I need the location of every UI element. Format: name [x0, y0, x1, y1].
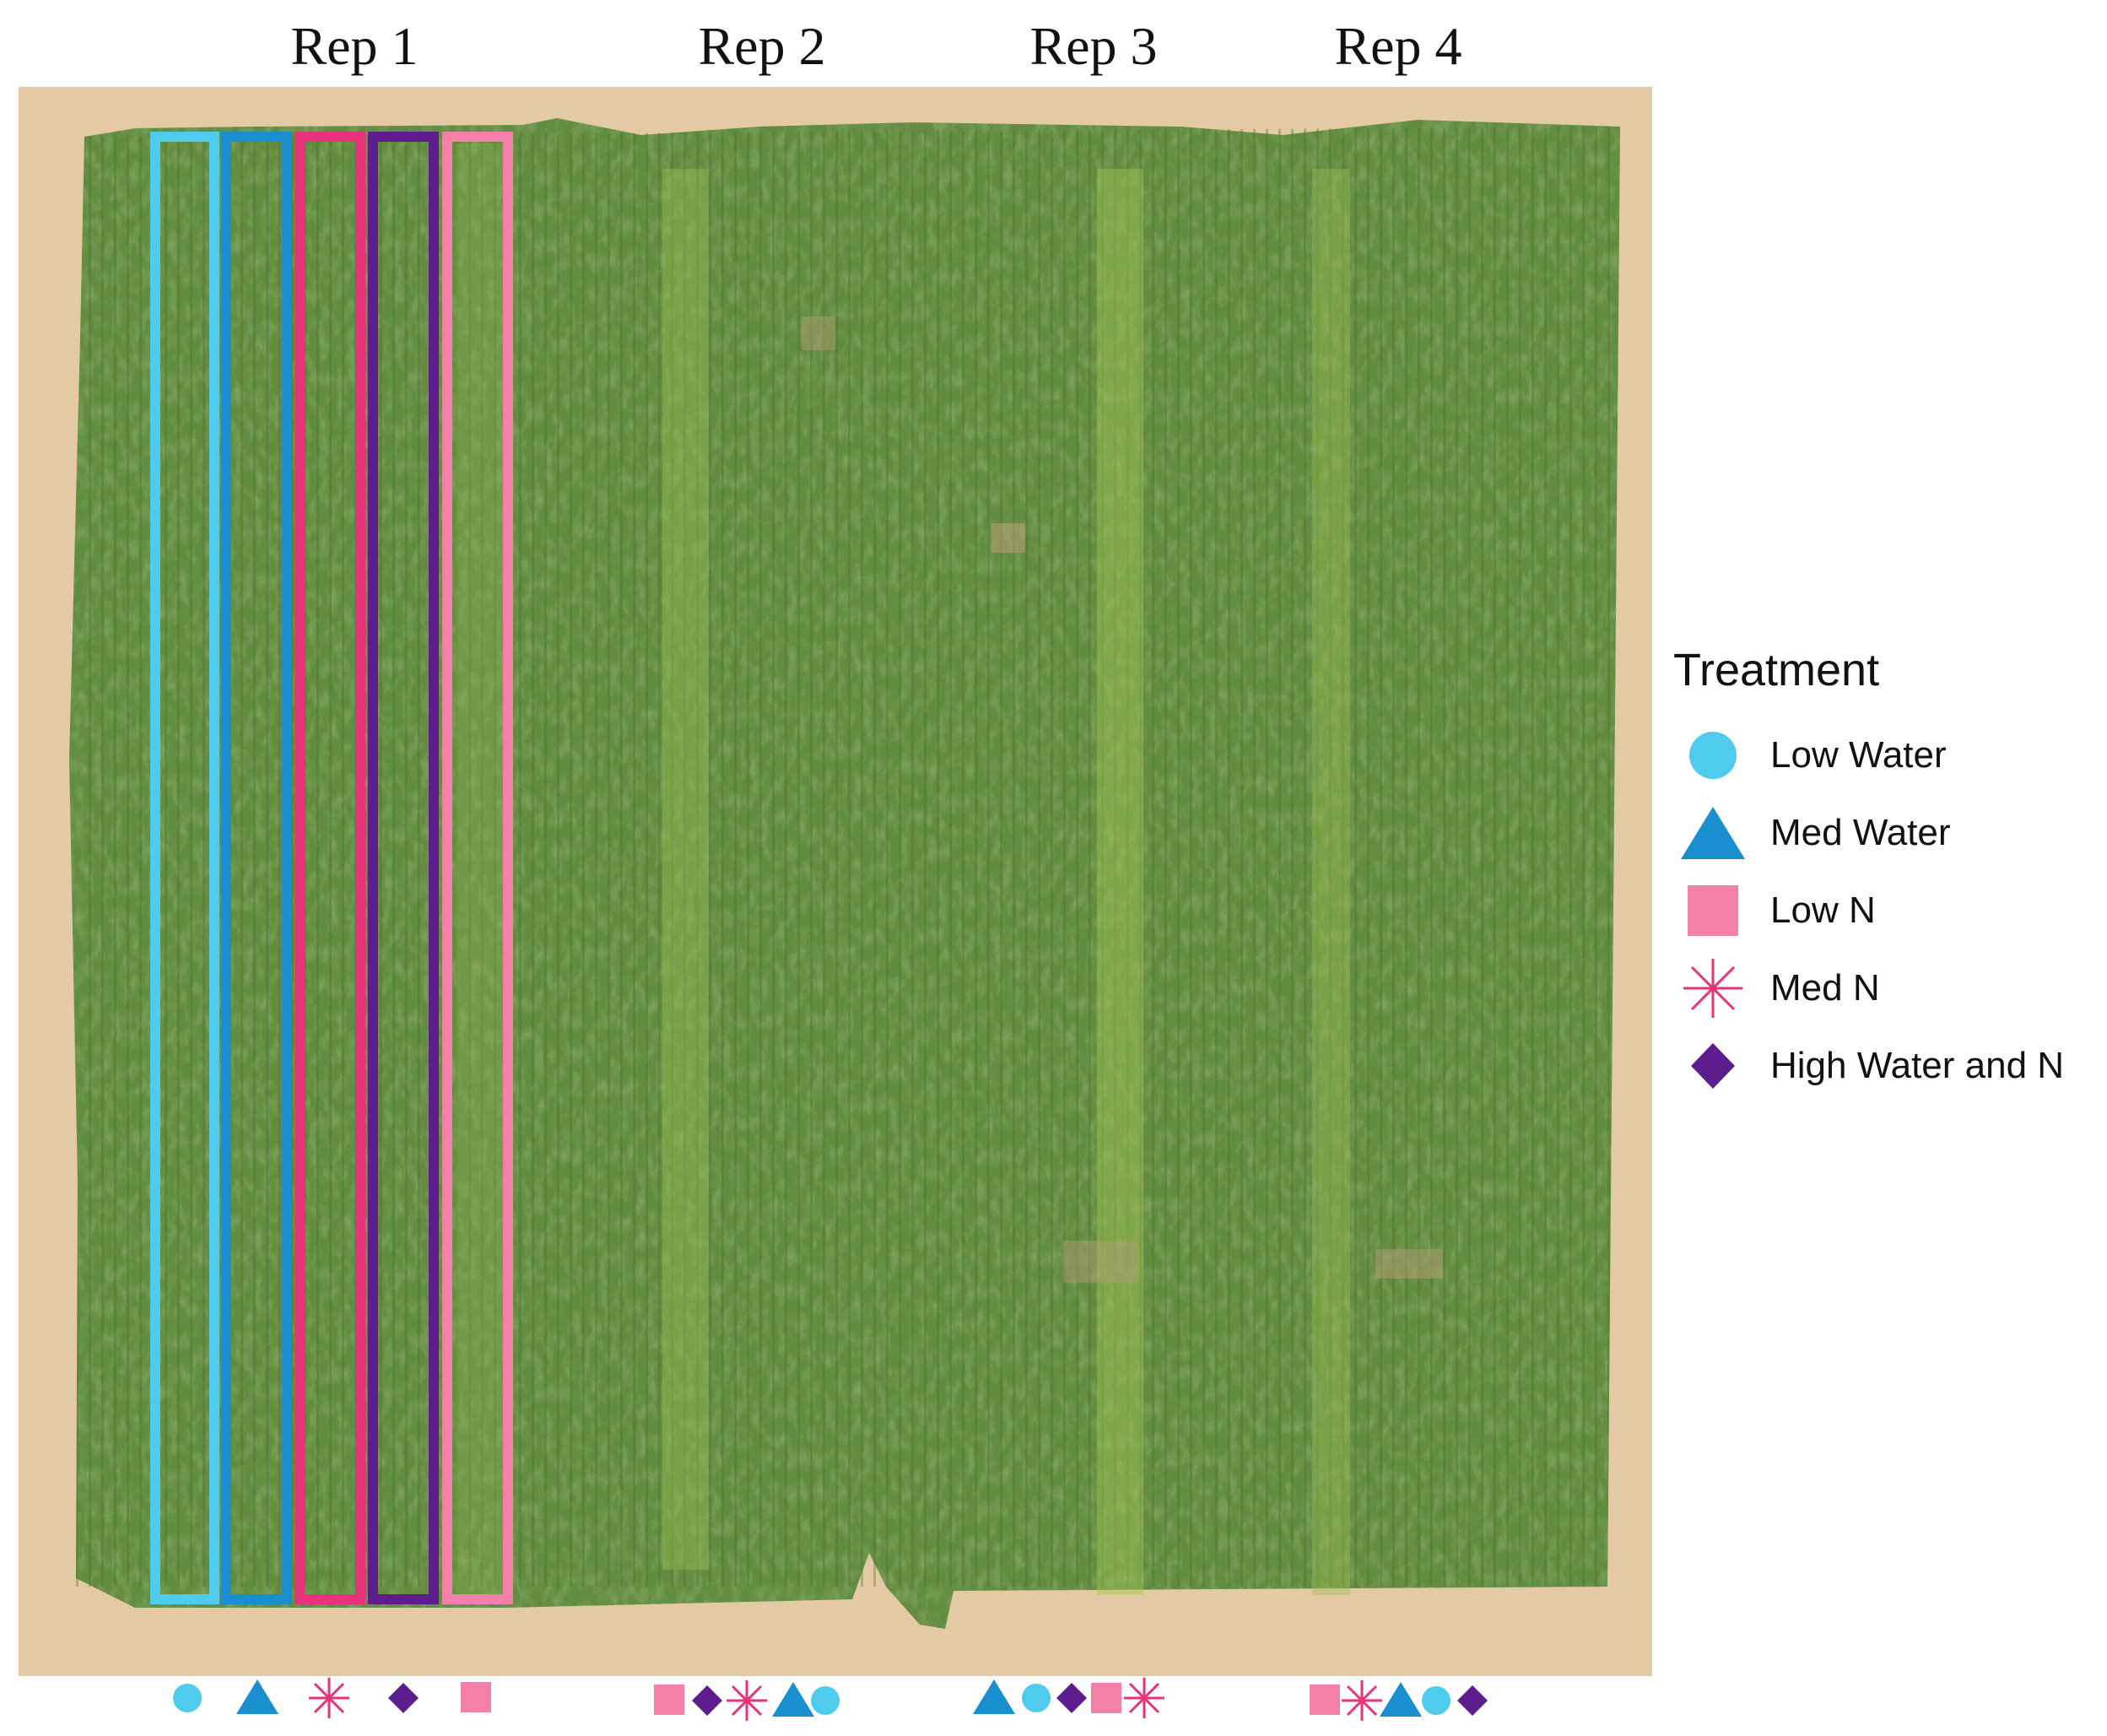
bare-patch — [802, 316, 835, 350]
med-water-marker — [973, 1679, 1015, 1714]
legend-title: Treatment — [1673, 645, 1880, 695]
diamond-icon — [1691, 1043, 1735, 1089]
low-water-marker — [1022, 1684, 1051, 1712]
light-strip — [1097, 169, 1143, 1595]
circle-icon — [1689, 732, 1737, 779]
low-water-marker — [173, 1684, 202, 1712]
high-water-n-marker — [692, 1685, 722, 1716]
rep-2-markers — [654, 1680, 840, 1721]
plot-outline-low-water — [150, 132, 219, 1604]
plot-outline-med-n — [294, 132, 365, 1604]
plot-outline-med-water — [221, 132, 292, 1604]
legend-label: Med Water — [1770, 812, 1951, 853]
rep-2-label: Rep 2 — [698, 16, 826, 76]
med-water-marker — [772, 1682, 814, 1717]
legend-item-med-water: Med Water — [1679, 803, 1951, 863]
low-n-marker — [1310, 1685, 1340, 1715]
plot-outline-high-water-n — [368, 132, 439, 1604]
asterisk-icon — [1683, 959, 1742, 1018]
med-water-marker — [236, 1679, 278, 1714]
legend-label: Low N — [1770, 890, 1876, 931]
square-icon — [1688, 885, 1738, 936]
rep-3-label: Rep 3 — [1029, 16, 1158, 76]
triangle-icon — [1681, 807, 1745, 859]
light-strip — [456, 143, 506, 1595]
med-n-marker — [309, 1678, 349, 1718]
rep-4-markers — [1310, 1680, 1488, 1721]
legend-label: High Water and N — [1770, 1045, 2065, 1086]
med-n-marker — [1124, 1678, 1164, 1718]
rep-1-label: Rep 1 — [290, 16, 419, 76]
rep-4-label: Rep 4 — [1334, 16, 1462, 76]
bare-patch — [991, 523, 1025, 553]
legend-label: Med N — [1770, 967, 1880, 1009]
med-n-marker — [727, 1680, 767, 1721]
low-n-marker — [461, 1682, 491, 1712]
light-strip — [1312, 169, 1350, 1595]
legend-item-low-n: Low N — [1679, 881, 1876, 940]
light-strip — [662, 169, 709, 1570]
low-water-marker — [811, 1686, 840, 1715]
rep-1-markers — [173, 1678, 491, 1718]
low-n-marker — [1091, 1683, 1121, 1713]
med-n-marker — [1342, 1680, 1382, 1721]
med-water-marker — [1380, 1682, 1422, 1717]
rep-3-markers — [973, 1678, 1164, 1718]
crop-row-lines — [76, 127, 1620, 1587]
low-water-marker — [1422, 1686, 1451, 1715]
high-water-n-marker — [388, 1683, 419, 1713]
aerial-field-photo — [19, 87, 1652, 1721]
legend-label: Low Water — [1770, 734, 1947, 776]
bare-patch — [1375, 1249, 1443, 1279]
legend-item-low-water: Low Water — [1679, 726, 1947, 785]
low-n-marker — [654, 1685, 684, 1715]
plot-outline-low-n — [442, 132, 513, 1604]
high-water-n-marker — [1056, 1683, 1087, 1713]
legend-item-high-water-n: High Water and N — [1679, 1036, 2064, 1095]
legend-item-med-n: Med N — [1679, 959, 1880, 1018]
bare-patch — [1063, 1241, 1139, 1283]
high-water-n-marker — [1457, 1685, 1488, 1716]
